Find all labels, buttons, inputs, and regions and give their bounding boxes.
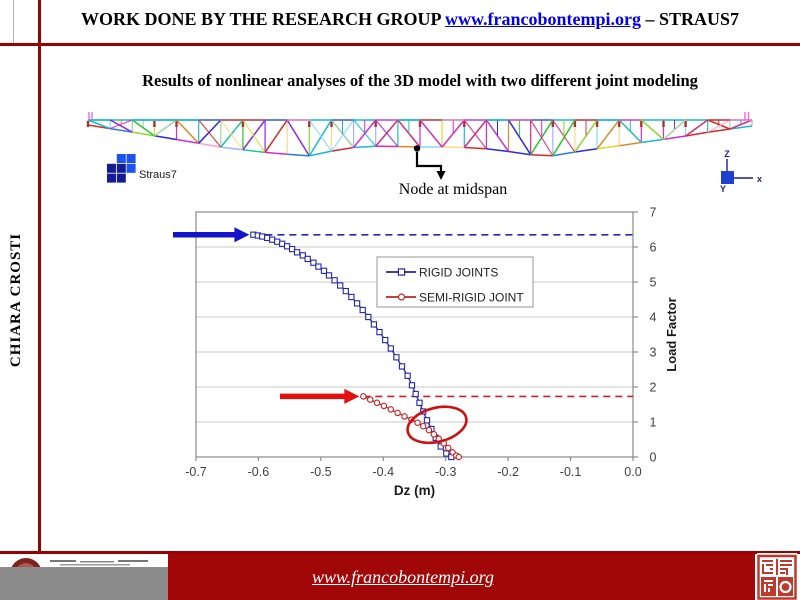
x-tick-label: -0.7 [185,465,207,479]
axis-x-label: x [757,174,762,184]
seal-logo-icon [757,553,797,600]
series-rigid-joints [250,231,455,461]
series-semi-rigid-joint [360,393,463,461]
x-tick-label: -0.1 [560,465,582,479]
x-tick-label: 0.0 [624,465,641,479]
footer [168,554,755,600]
intersection-ellipse [406,405,468,445]
author-name: CHIARA CROSTI [8,232,24,368]
bridge-model-figure: Straus7 Node at midspan Z x Y [86,112,762,198]
left-margin-line [13,0,14,43]
footer-link[interactable]: www.francobontempi.org [311,567,494,587]
load-displacement-chart: -0.7 -0.6 -0.5 -0.4 -0.3 -0.2 -0.1 0.0 Dz (m) 0 1 2… [173,206,679,498]
legend-label: RIGID JOINTS [419,265,498,279]
arrow-rigid-joints [173,227,250,243]
y-tick-label: 7 [650,206,657,220]
sidebar-rule [38,0,41,552]
x-tick-label: -0.4 [373,465,395,479]
axis-y-label: Y [720,184,726,194]
x-tick-label: -0.6 [248,465,270,479]
y-axis-title: Load Factor [664,297,679,371]
header-title-prefix: WORK DONE BY THE RESEARCH GROUP [80,9,446,29]
y-tick-label: 2 [650,381,657,395]
y-tick-label: 1 [650,416,657,430]
legend-label: SEMI-RIGID JOINT [419,290,524,304]
midspan-node-dot [413,145,421,152]
truss-structure [86,112,753,157]
legend: RIGID JOINTS SEMI-RIGID JOINT [376,256,534,308]
page-title: Results of nonlinear analyses of the 3D … [142,71,698,90]
x-tick-label: -0.3 [435,465,457,479]
arrow-semi-rigid-joint [280,388,360,404]
node-label: Node at midspan [399,181,507,198]
footer-divider-line [0,551,800,554]
plot-border [195,211,634,458]
header-title-suffix: – STRAUS7 [641,9,740,29]
y-tick-label: 3 [650,346,657,360]
straus7-logo-label: Straus7 [139,169,177,181]
x-axis-title: Dz (m) [394,483,435,498]
y-tick-label: 4 [650,311,657,325]
axis-z-label: Z [724,149,730,159]
x-tick-label: -0.5 [310,465,332,479]
header-divider-line [0,43,800,46]
y-tick-label: 5 [650,276,657,290]
y-tick-label: 6 [650,241,657,255]
axis-triad: Z x Y [720,149,762,194]
university-logo [0,554,168,600]
header: WORK DONE BY THE RESEARCH GROUP www.fran… [20,9,800,41]
y-tick-label: 0 [650,451,657,465]
x-axis: -0.7 -0.6 -0.5 -0.4 -0.3 -0.2 -0.1 0.0 Dz (m) [185,457,642,498]
node-pointer-arrow [415,152,446,180]
straus7-logo: Straus7 [107,154,177,183]
y-axis: 0 1 2 3 4 5 6 7 Load Factor [633,206,679,465]
x-tick-label: -0.2 [497,465,519,479]
gray-overlay [0,567,168,600]
header-link[interactable]: www.francobontempi.org [445,9,642,29]
